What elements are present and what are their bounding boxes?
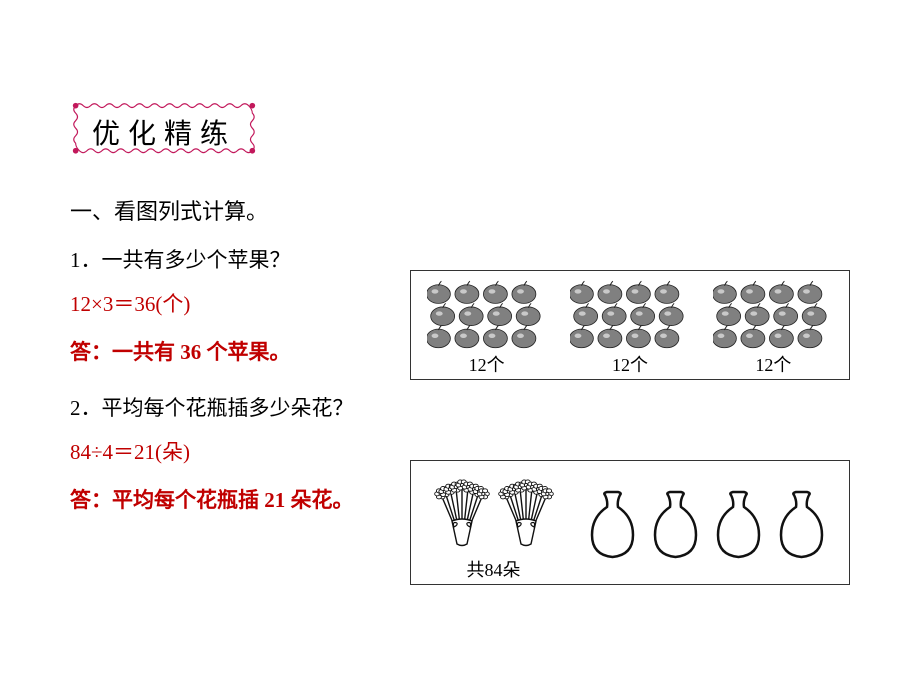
vase-group — [585, 487, 829, 582]
vase-icon — [585, 487, 640, 562]
vase-icon — [711, 487, 766, 562]
apple-group: 12个 — [713, 279, 833, 377]
apple-illustration: 12个 12个 12个 — [410, 270, 850, 380]
apple-group: 12个 — [427, 279, 547, 377]
title-text: 优化精练 — [92, 119, 236, 150]
vase-icon — [648, 487, 703, 562]
bouquet-icon — [432, 469, 492, 554]
bouquet-pair — [432, 469, 556, 554]
section-heading: 一、看图列式计算。 — [70, 194, 860, 226]
vase-icon — [774, 487, 829, 562]
bouquet-icon — [496, 469, 556, 554]
apple-label: 12个 — [755, 351, 791, 377]
apple-label: 12个 — [612, 351, 648, 377]
flower-group: 共84朵 — [432, 469, 556, 582]
apple-cluster-icon — [570, 279, 690, 349]
flower-label: 共84朵 — [467, 556, 521, 582]
title-box: 优化精练 — [70, 100, 258, 164]
vase-illustration: 共84朵 — [410, 460, 850, 585]
apple-label: 12个 — [469, 351, 505, 377]
q2-question: 2．平均每个花瓶插多少朵花？ — [70, 392, 860, 422]
apple-group: 12个 — [570, 279, 690, 377]
apple-cluster-icon — [713, 279, 833, 349]
apple-cluster-icon — [427, 279, 547, 349]
